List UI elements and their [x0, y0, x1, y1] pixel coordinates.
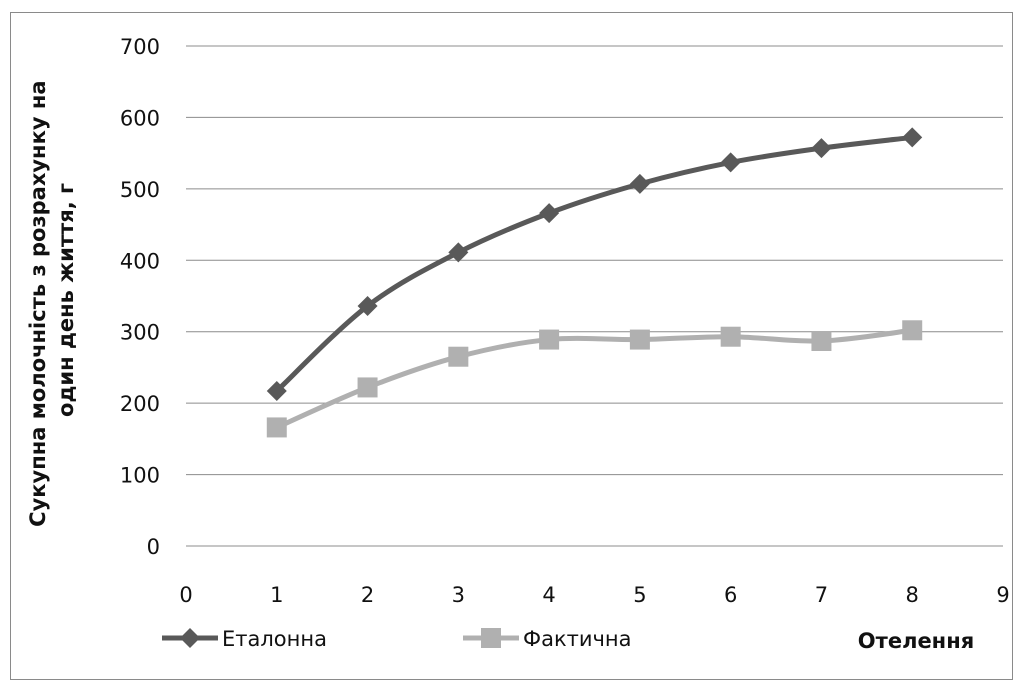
series-1-point — [902, 127, 923, 148]
series-1-point — [539, 203, 560, 224]
x-tick-label: 5 — [633, 583, 646, 607]
series-2-point — [448, 346, 469, 367]
series-2-point — [720, 326, 741, 347]
y-tick-label: 400 — [120, 249, 160, 273]
y-axis-label: Сукупна молочність з розрахунку на один … — [26, 73, 78, 527]
x-axis-ticks: 0 1 2 3 4 5 6 7 8 9 — [179, 583, 1009, 607]
legend-label: Фактична — [523, 627, 632, 651]
x-axis-label: Отелення — [858, 629, 974, 653]
y-tick-label: 500 — [120, 178, 160, 202]
series-1-point — [448, 242, 469, 263]
series-1-point — [629, 173, 650, 194]
series-markers — [266, 127, 923, 438]
y-tick-label: 0 — [147, 535, 160, 559]
series-2-point — [629, 329, 650, 350]
series-1-point — [720, 152, 741, 173]
y-tick-label: 600 — [120, 106, 160, 130]
series-2-point — [266, 417, 287, 438]
x-tick-label: 2 — [361, 583, 374, 607]
y-axis-ticks: 0 100 200 300 400 500 600 700 — [120, 35, 160, 559]
x-tick-label: 1 — [270, 583, 283, 607]
legend-label: Еталонна — [222, 627, 327, 651]
x-tick-label: 7 — [815, 583, 828, 607]
legend-swatch-marker — [481, 628, 501, 648]
x-tick-label: 9 — [996, 583, 1009, 607]
legend-swatch-marker — [180, 628, 200, 648]
y-axis-label-line-1: Сукупна молочність з розрахунку на — [26, 80, 50, 526]
legend-item-2: Фактична — [463, 627, 632, 651]
series-2-point — [811, 331, 832, 351]
y-tick-label: 300 — [120, 321, 160, 345]
series-1-point — [357, 296, 378, 316]
series-2-point — [357, 377, 378, 398]
y-tick-label: 200 — [120, 392, 160, 416]
series-1-point — [811, 138, 832, 159]
x-tick-label: 3 — [452, 583, 465, 607]
series-2-point — [539, 329, 560, 350]
gridlines — [186, 45, 1003, 476]
y-tick-label: 100 — [120, 464, 160, 488]
legend-item-1: Еталонна — [162, 627, 327, 651]
x-tick-label: 0 — [179, 583, 192, 607]
series-2-point — [902, 320, 923, 341]
x-tick-label: 6 — [724, 583, 737, 607]
legend: Еталонна Фактична — [162, 627, 632, 651]
x-tick-label: 8 — [906, 583, 919, 607]
x-tick-label: 4 — [542, 583, 555, 607]
series-line-1 — [275, 134, 913, 393]
y-axis-label-line-2: один день життя, г — [54, 183, 78, 417]
y-tick-label: 700 — [120, 35, 160, 59]
series-1-point — [266, 381, 287, 401]
